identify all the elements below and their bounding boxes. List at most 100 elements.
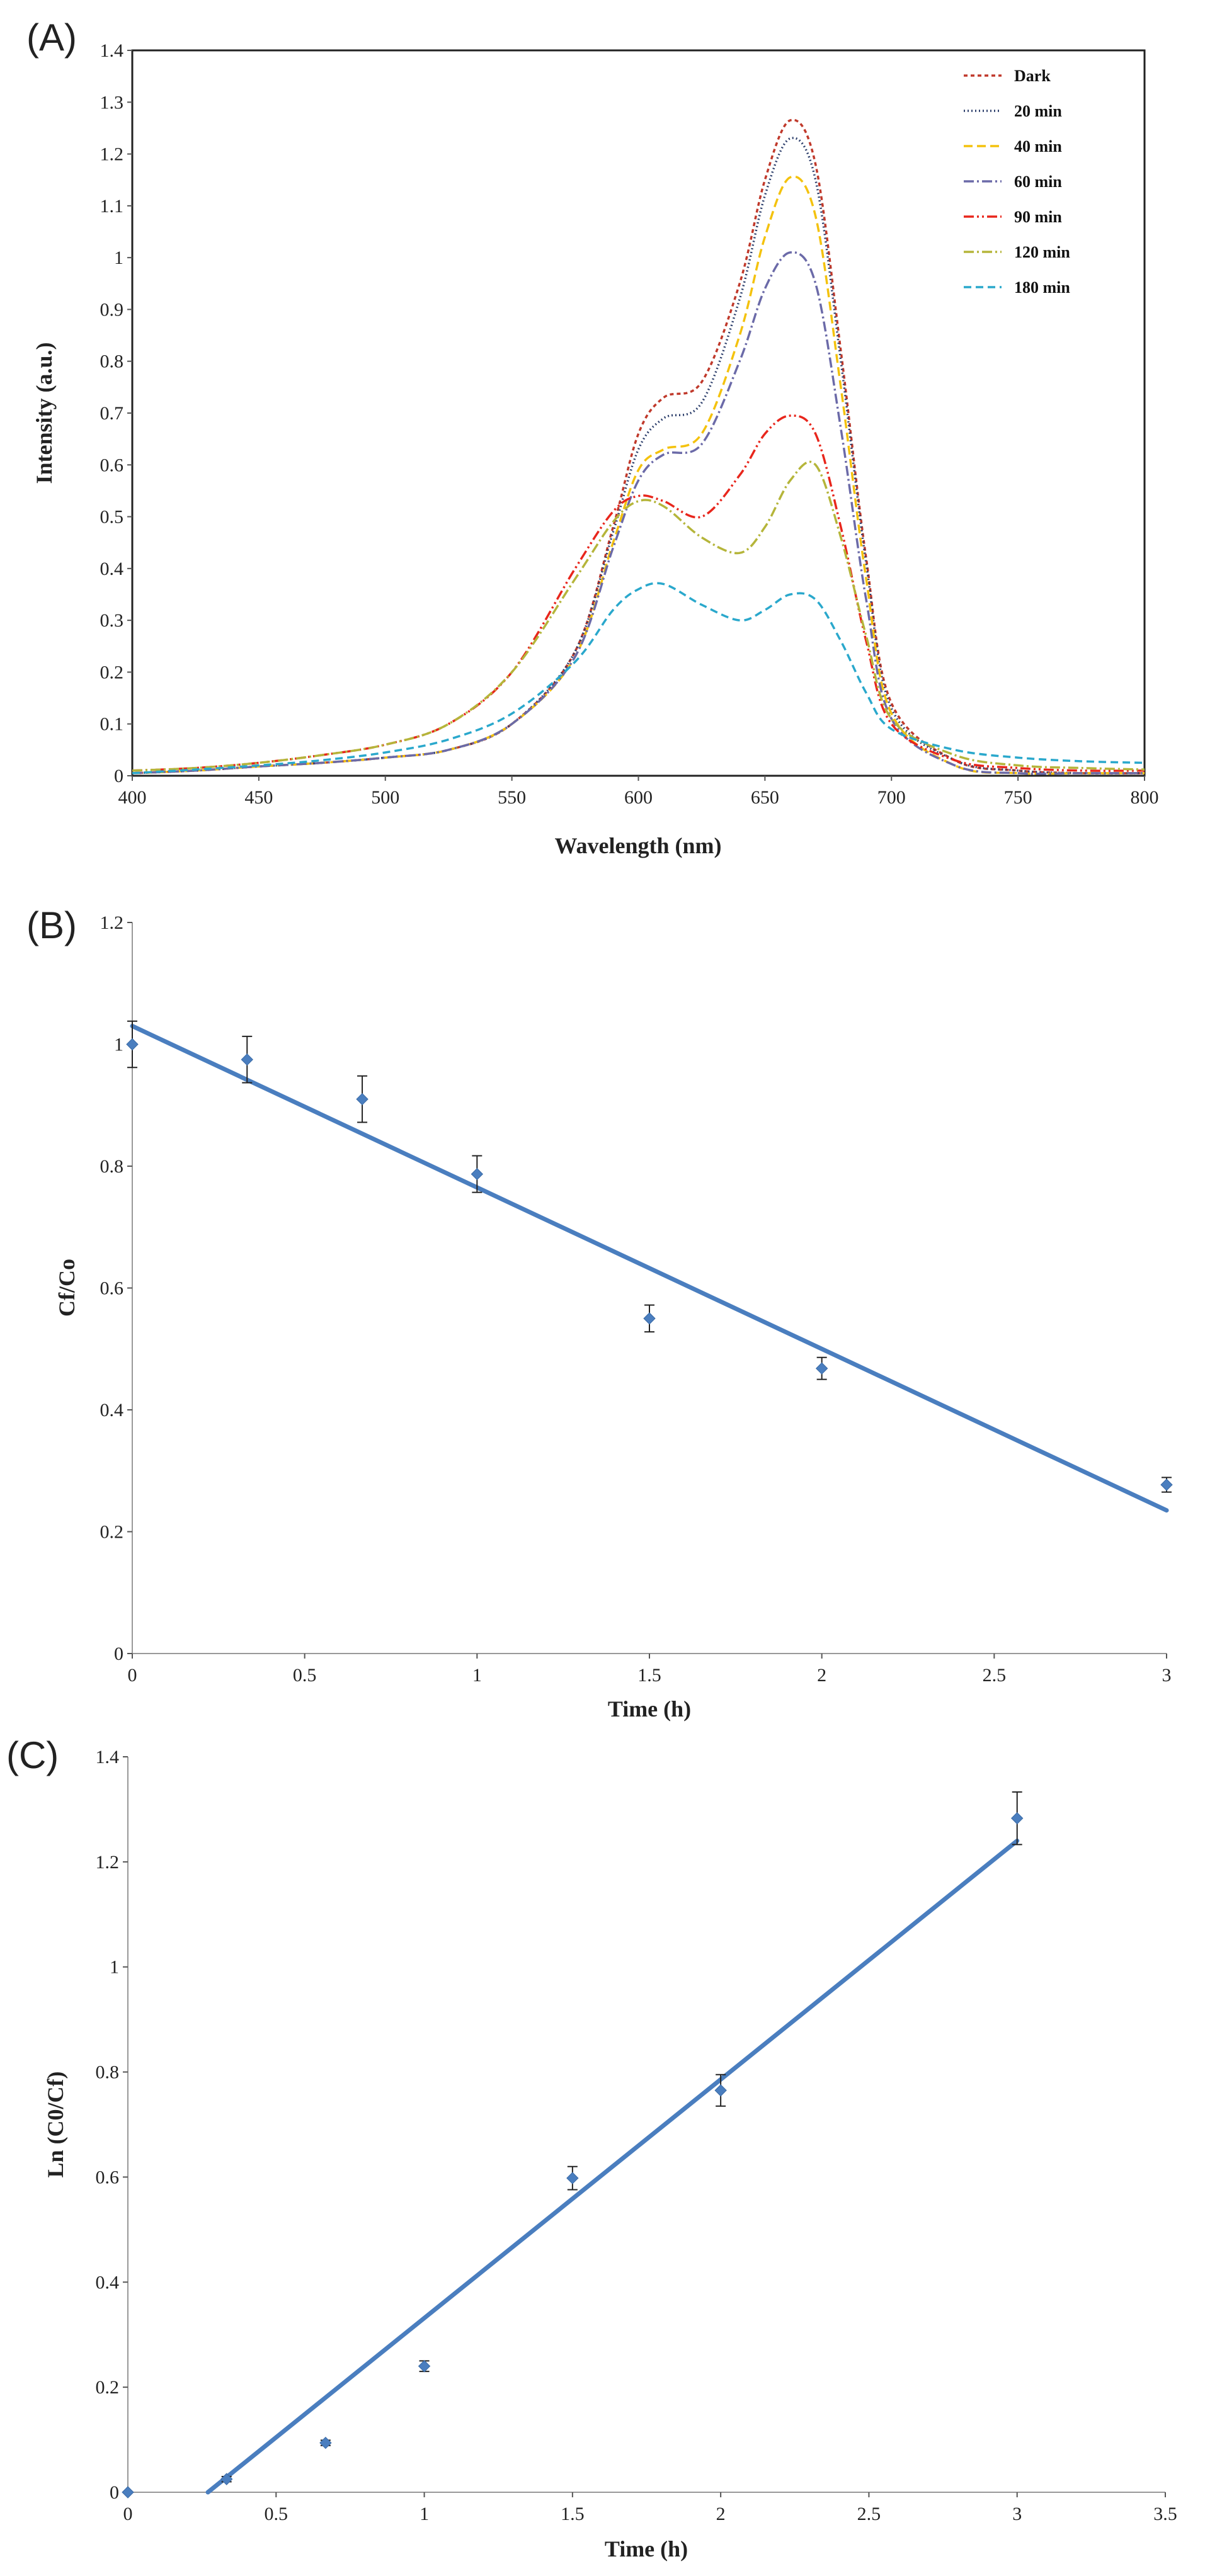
legend-label-40-min: 40 min [1014,137,1062,156]
panel-b-data-point [241,1053,253,1066]
panel-c-x-tick-label: 3.5 [1153,2504,1177,2524]
panel-b-y-tick-label: 1.2 [100,912,124,933]
panel-b-fit-line [130,1023,1169,1513]
panel-a-x-tick-label: 500 [371,787,399,808]
panel-b-fit-line-group [130,1023,1169,1513]
panel-b-data-point [356,1092,368,1106]
panel-c-y-tick-label: 0.4 [96,2272,120,2293]
panel-c-y-tick-label: 1 [110,1957,119,1978]
panel-c-x-tick-labels: 0 0.5 1 1.5 2 2.5 3 3.5 [123,2492,1177,2524]
panel-b-cf-co: (B) 0 0.2 0.4 0.6 0.8 1 1.2 0 0.5 1 1.5 2 2.5 3 Time… [26,904,1173,1722]
panel-b-y-tick-label: 0.4 [100,1400,124,1421]
panel-a-y-tick-label: 0.7 [100,403,124,424]
panel-c-x-axis-title: Time (h) [605,2536,688,2562]
panel-a-y-axis-title: Intensity (a.u.) [31,342,57,484]
panel-c-x-tick-label: 0.5 [265,2504,288,2524]
panel-b-label: (B) [26,904,77,946]
panel-a-y-tick-label: 1 [114,247,123,268]
panel-c-x-tick-label: 1 [420,2504,429,2524]
panel-a-plot-frame [131,49,1146,777]
legend-label-180-min: 180 min [1014,278,1070,297]
panel-c-data-points [122,1791,1024,2499]
panel-a-label: (A) [26,16,77,59]
panel-a-x-tick-label: 600 [624,787,653,808]
panel-c-ln-c0-cf: (C) 0 0.2 0.4 0.6 0.8 1 1.2 1.4 0 0.5 1 1.5 2 2.5 3 3.… [6,1734,1177,2562]
panel-b-y-tick-label: 0.6 [100,1278,124,1299]
panel-c-data-point [319,2436,332,2449]
panel-c-fit-line-group [205,1838,1020,2495]
panel-c-x-tick-label: 2.5 [857,2504,881,2524]
panel-a-y-tick-label: 0.4 [100,559,124,579]
panel-c-data-point [714,2084,727,2097]
panel-c-y-tick-label: 1.2 [96,1852,120,1873]
panel-b-data-point [815,1362,828,1375]
panel-a-x-tick-label: 650 [751,787,779,808]
panel-a-y-tick-label: 0.1 [100,714,124,735]
panel-a-legend: Dark 20 min 40 min 60 min 90 min 120 min 180 m… [964,67,1070,297]
panel-b-x-tick-label: 2 [817,1665,826,1686]
panel-c-data-point [418,2360,431,2373]
panel-c-data-point [122,2486,134,2499]
panel-a-x-tick-labels: 400 450 500 550 600 650 700 750 800 [118,776,1159,808]
panel-c-data-point [566,2172,579,2184]
panel-b-x-tick-label: 1.5 [637,1665,661,1686]
panel-c-data-point [220,2473,233,2485]
panel-a-x-axis-title: Wavelength (nm) [555,833,722,858]
panel-c-y-tick-label: 0.2 [96,2377,120,2398]
series-line-180-min [132,582,1145,775]
panel-a-series-lines [132,118,1145,775]
panel-c-label: (C) [6,1734,59,1776]
panel-b-y-tick-label: 0.8 [100,1156,124,1177]
panel-b-x-tick-label: 0.5 [293,1665,317,1686]
panel-a-y-tick-label: 0.8 [100,351,124,372]
panel-c-data-point [1011,1812,1024,1825]
panel-c-y-tick-label: 0.8 [96,2062,120,2083]
panel-b-data-points [126,1020,1173,1493]
panel-a-x-tick-label: 450 [244,787,273,808]
legend-label-120-min: 120 min [1014,243,1070,261]
legend-label-60-min: 60 min [1014,173,1062,191]
panel-c-x-tick-label: 3 [1012,2504,1022,2524]
series-line-40-min [132,175,1145,775]
panel-a-x-tick-label: 750 [1004,787,1032,808]
panel-c-x-tick-label: 0 [123,2504,133,2524]
legend-label-20-min: 20 min [1014,102,1062,120]
panel-a-intensity-spectra: (A) 0 0.1 0.2 0.3 0.4 0.5 0.6 0.7 0.8 0.9 1 1.1 1.2 1… [26,16,1159,858]
panel-c-y-axis-title: Ln (C0/Cf) [43,2072,68,2178]
panel-b-x-tick-label: 0 [128,1665,137,1686]
panel-a-x-tick-label: 700 [877,787,906,808]
panel-b-x-tick-label: 2.5 [983,1665,1007,1686]
panel-b-y-tick-label: 0.2 [100,1522,124,1543]
panel-a-y-tick-label: 0.5 [100,507,124,528]
series-line-60-min [132,251,1145,775]
panel-a-y-tick-label: 0.2 [100,662,124,683]
panel-b-x-axis-title: Time (h) [608,1696,691,1722]
panel-a-x-tick-label: 550 [498,787,526,808]
panel-a-x-tick-label: 400 [118,787,147,808]
panel-c-x-tick-label: 2 [716,2504,726,2524]
panel-a-y-tick-label: 0.9 [100,299,124,320]
panel-a-y-tick-label: 0 [114,766,123,786]
panel-a-y-tick-label: 0.3 [100,610,124,631]
panel-b-y-axis-title: Cf/Co [54,1259,79,1317]
series-line-120-min [132,460,1145,772]
panel-c-y-tick-labels: 0 0.2 0.4 0.6 0.8 1 1.2 1.4 [96,1747,128,2503]
panel-b-y-tick-labels: 0 0.2 0.4 0.6 0.8 1 1.2 [100,912,132,1664]
panel-c-fit-line [205,1838,1020,2495]
panel-a-y-tick-label: 1.2 [100,144,124,165]
panel-a-y-tick-label: 1.3 [100,92,124,113]
panel-b-x-tick-labels: 0 0.5 1 1.5 2 2.5 3 [128,1654,1172,1686]
panel-b-data-point [126,1038,139,1051]
legend-label-90-min: 90 min [1014,208,1062,226]
series-line-dark [132,118,1145,775]
panel-a-x-tick-label: 800 [1131,787,1159,808]
panel-b-y-tick-label: 0 [114,1643,123,1664]
panel-a-y-tick-label: 1.4 [100,40,124,61]
panel-b-data-point [643,1312,656,1325]
series-line-20-min [132,137,1145,775]
panel-c-y-tick-label: 0 [110,2482,119,2503]
legend-label-dark: Dark [1014,67,1051,85]
panel-c-y-tick-label: 0.6 [96,2167,120,2187]
panel-b-data-point [1160,1478,1173,1491]
